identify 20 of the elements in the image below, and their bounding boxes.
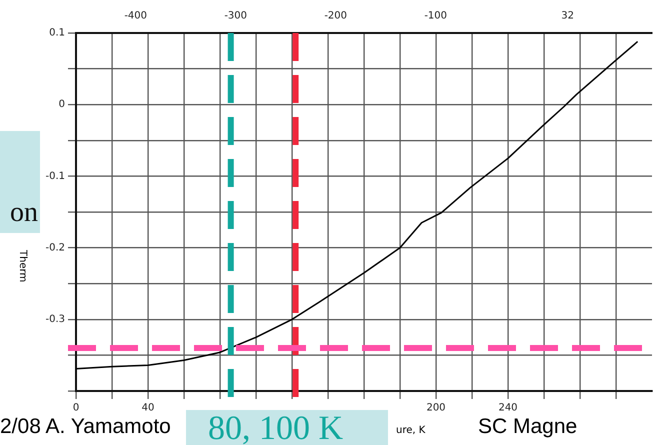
x-tick-label: 200 — [426, 402, 446, 414]
y-tick-label: -0.1 — [45, 170, 65, 182]
x2-tick-label: -400 — [124, 10, 148, 22]
text: 2/08 A. Yamamoto — [0, 414, 171, 440]
x2-tick-label: -200 — [324, 10, 348, 22]
y-tick-label: -0.3 — [45, 314, 65, 325]
y-tick-label: 0.1 — [49, 28, 65, 39]
y-tick-label: -0.2 — [45, 242, 65, 254]
x-tick-label: 40 — [142, 402, 154, 414]
x-tick-label: 0 — [72, 402, 80, 414]
x2-tick-label: 32 — [561, 10, 574, 22]
text: SC Magne — [478, 414, 578, 440]
text: on — [0, 131, 40, 233]
x-tick-label: 240 — [498, 402, 518, 414]
text: 80, 100 K — [186, 410, 388, 445]
x-axis-title: ure, K — [396, 425, 426, 436]
x2-tick-label: -100 — [424, 10, 448, 22]
y-axis-title: Therm — [17, 250, 28, 282]
y-tick-label: 0 — [58, 99, 65, 110]
x2-tick-label: -300 — [224, 10, 248, 22]
